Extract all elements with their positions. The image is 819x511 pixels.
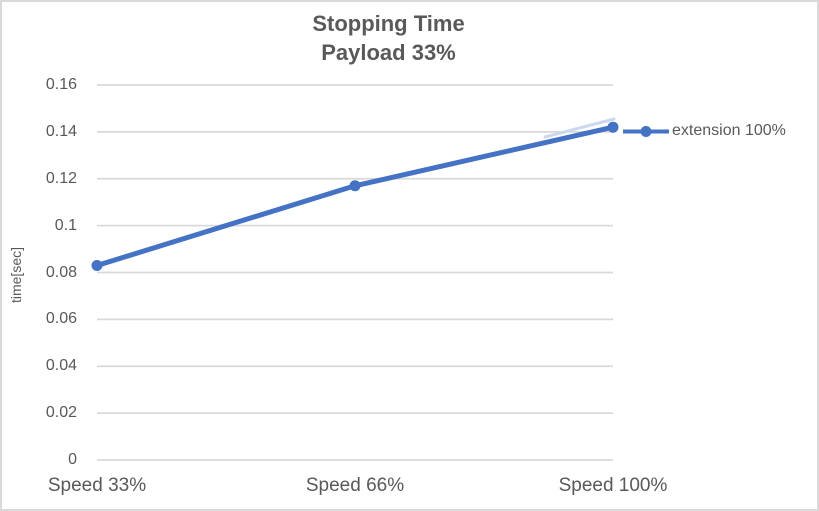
y-tick-label: 0.12: [45, 169, 77, 187]
y-tick-label: 0.06: [45, 310, 77, 328]
y-tick-label: 0.16: [45, 76, 77, 93]
x-category-label: Speed 33%: [47, 475, 147, 496]
y-tick-label: 0.14: [45, 122, 77, 140]
legend-marker-icon: [623, 125, 669, 137]
y-tick-label: 0.1: [54, 216, 77, 234]
chart-title-line1: Stopping Time: [312, 11, 465, 36]
legend-label: extension 100%: [672, 122, 786, 139]
line-shadow: [543, 117, 616, 139]
y-tick-label: 0.08: [45, 263, 77, 281]
legend: extension 100%: [622, 122, 786, 140]
chart-title: Stopping Time Payload 33%: [2, 9, 775, 67]
x-category-label: Speed 100%: [558, 475, 668, 496]
y-tick-label: 0.04: [45, 357, 77, 375]
data-point-marker: [607, 121, 619, 133]
x-category-label: Speed 66%: [305, 475, 405, 496]
data-point-marker: [349, 180, 361, 192]
chart-title-line2: Payload 33%: [321, 40, 456, 65]
data-point-marker: [91, 259, 103, 271]
series-line: [94, 124, 616, 268]
y-tick-label: 0.02: [45, 404, 77, 422]
y-tick-label: 0: [68, 451, 77, 468]
